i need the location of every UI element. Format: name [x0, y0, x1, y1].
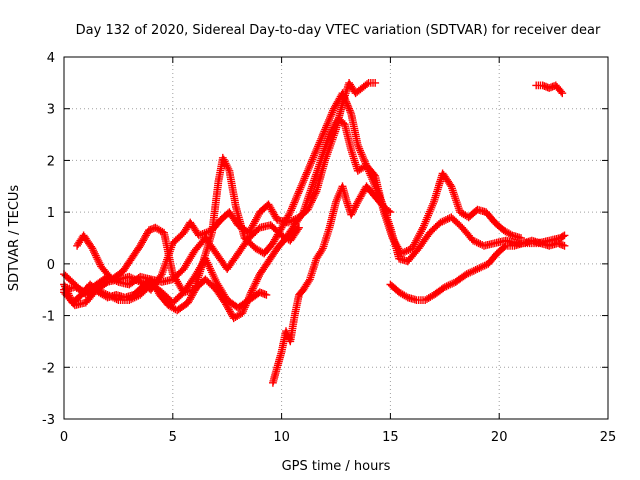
x-tick-label: 5 [169, 430, 177, 445]
chart-title: Day 132 of 2020, Sidereal Day-to-day VTE… [76, 23, 601, 38]
x-tick-label: 10 [273, 430, 290, 445]
y-tick-label: 0 [47, 258, 55, 273]
y-tick-label: -3 [42, 413, 55, 428]
x-tick-label: 20 [491, 430, 508, 445]
x-axis-label: GPS time / hours [282, 459, 391, 474]
y-tick-label: -2 [42, 361, 55, 376]
y-tick-label: 2 [47, 154, 55, 169]
data-point-markers [532, 81, 567, 98]
series-trace-f [269, 182, 395, 387]
x-tick-label: 25 [600, 430, 617, 445]
series-trace-h [532, 81, 567, 98]
data-point-markers [386, 236, 569, 304]
y-tick-label: 4 [47, 51, 55, 66]
series-trace-g [386, 236, 569, 304]
x-tick-label: 15 [382, 430, 399, 445]
axis-ticks [63, 56, 609, 420]
x-tick-label: 0 [60, 430, 68, 445]
y-axis-label: SDTVAR / TECUs [7, 185, 22, 292]
y-tick-label: 1 [47, 206, 55, 221]
y-tick-labels: -3 -2 -1 0 1 2 3 4 [42, 51, 55, 428]
plot-frame [63, 56, 609, 420]
y-tick-label: 3 [47, 103, 55, 118]
y-tick-label: -1 [42, 310, 55, 325]
data-point-markers [269, 182, 395, 387]
x-tick-labels: 0 5 10 15 20 25 [60, 430, 616, 445]
